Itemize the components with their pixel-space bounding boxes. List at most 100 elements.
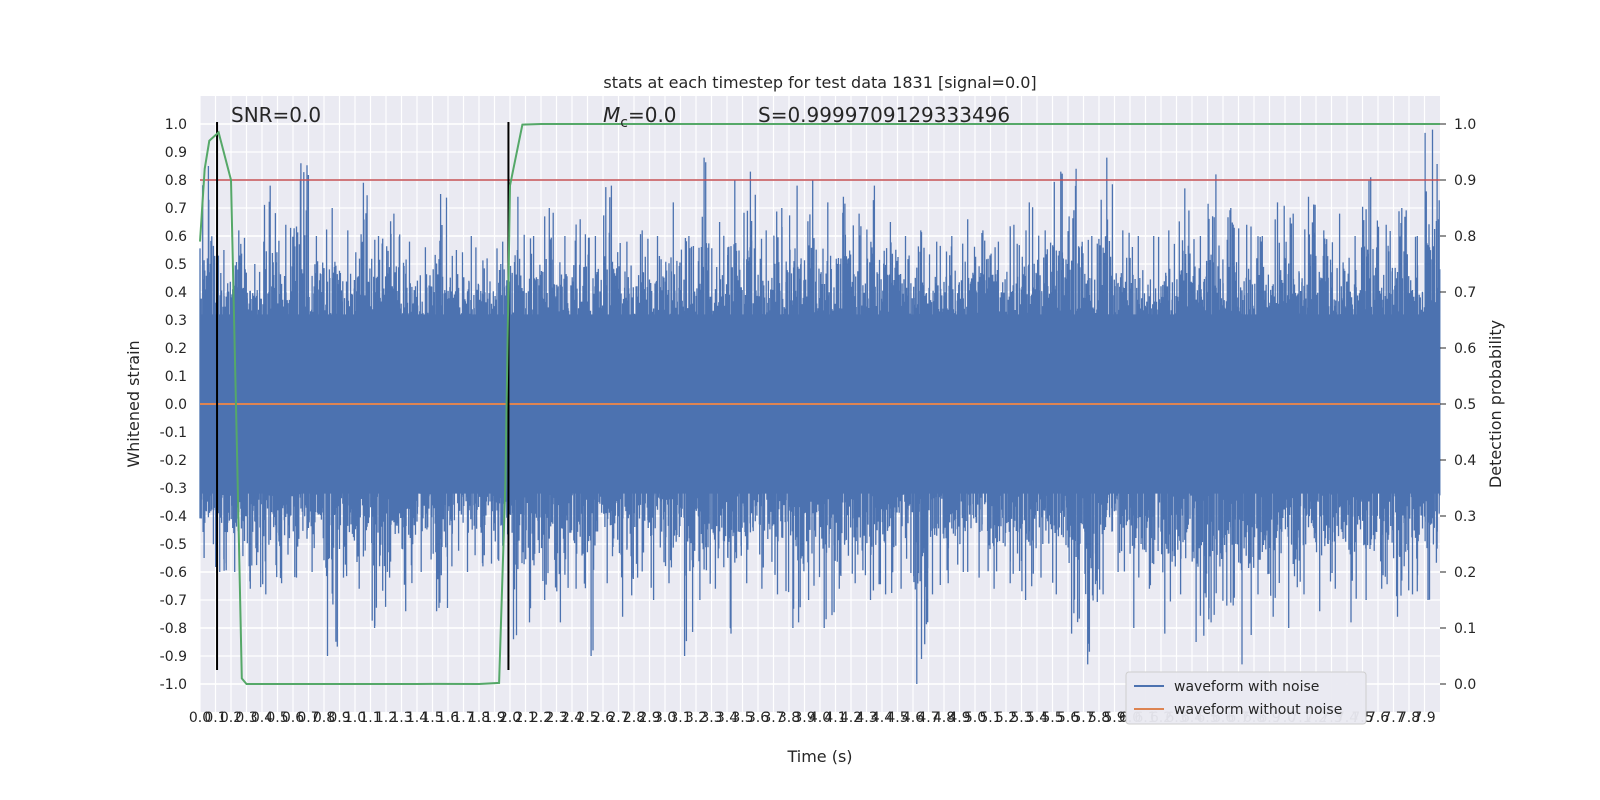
x-tick-label: 0.2	[220, 710, 242, 726]
x-tick-label: 3.2	[685, 710, 707, 726]
y-tick-label: -0.4	[160, 509, 187, 525]
x-tick-label: 4.8	[933, 710, 955, 726]
annotation-part: M	[603, 103, 620, 127]
y-tick-label: 0.7	[165, 201, 187, 217]
y-tick-label: 1.0	[165, 117, 187, 133]
annotation-text: Mc=0.0	[603, 103, 677, 131]
x-tick-label: 3.1	[669, 710, 691, 726]
x-tick-label: 3.8	[778, 710, 800, 726]
y-tick-label: 0.6	[165, 229, 187, 245]
legend-box	[1125, 671, 1367, 725]
legend: waveform with noise waveform without nois…	[1125, 671, 1367, 725]
x-tick-label: 2.1	[514, 710, 536, 726]
y-axis-ticks: 1.0 0.9 0.8 0.7 0.6 0.5 0.4 0.3 0.2 0.1 0.0 -0.1 -0.…	[160, 117, 187, 693]
x-tick-label: 7.7	[1382, 710, 1404, 726]
y2-tick-label: 0.6	[1454, 341, 1476, 357]
y2-axis-ticks: 1.0 0.9 0.8 0.7 0.6 0.5 0.4 0.3 0.2 0.1 0.0	[1440, 117, 1476, 693]
x-tick-label: 0.0	[189, 710, 211, 726]
y-tick-label: 0.4	[165, 285, 187, 301]
series-detection-probability	[199, 123, 1440, 686]
y2-tick-label: 0.2	[1454, 565, 1476, 581]
annotation-part: c	[620, 115, 628, 131]
x-tick-label: 2.9	[638, 710, 660, 726]
y-tick-label: -0.9	[160, 649, 187, 665]
x-tick-label: 2.4	[561, 710, 583, 726]
y-tick-label: -0.2	[160, 453, 187, 469]
annotations: SNR=0.0 Mc=0.0 S=0.9999709129333496	[231, 103, 1010, 131]
x-tick-label: 5.7	[1072, 710, 1094, 726]
x-tick-label: 3.7	[762, 710, 784, 726]
y2-tick-label: 1.0	[1454, 117, 1476, 133]
y-tick-label: -0.7	[160, 593, 187, 609]
x-tick-label: 4.6	[902, 710, 924, 726]
y-tick-label: 0.3	[165, 313, 187, 329]
y2-tick-label: 0.0	[1454, 677, 1476, 693]
x-tick-label: 5.6	[1057, 710, 1079, 726]
x-tick-label: 0.7	[297, 710, 319, 726]
x-tick-label: 1.0	[344, 710, 366, 726]
x-tick-label: 2.3	[545, 710, 567, 726]
x-tick-label: 7.9	[1413, 710, 1435, 726]
y2-tick-label: 0.9	[1454, 173, 1476, 189]
y2-tick-label: 0.3	[1454, 509, 1476, 525]
y-tick-label: 0.9	[165, 145, 187, 161]
x-tick-label: 0.3	[235, 710, 257, 726]
y-tick-label: 0.2	[165, 341, 187, 357]
x-tick-label: 1.5	[421, 710, 443, 726]
y-tick-label: 0.0	[165, 397, 187, 413]
y2-tick-label: 0.8	[1454, 229, 1476, 245]
y-tick-label: 0.1	[165, 369, 187, 385]
noise-trace	[199, 129, 1441, 684]
x-tick-label: 1.6	[437, 710, 459, 726]
x-tick-label: 4.0	[809, 710, 831, 726]
x-tick-label: 2.5	[576, 710, 598, 726]
x-tick-label: 0.9	[328, 710, 350, 726]
y-axis-label: Whitened strain	[124, 340, 143, 467]
x-tick-label: 0.5	[266, 710, 288, 726]
y-tick-label: -0.5	[160, 537, 187, 553]
annotation-part: =0.0	[628, 103, 677, 127]
y-tick-label: 0.5	[165, 257, 187, 273]
y2-tick-label: 0.5	[1454, 397, 1476, 413]
annotation-text: SNR=0.0	[231, 103, 321, 127]
x-tick-label: 1.9	[483, 710, 505, 726]
x-tick-label: 2.8	[623, 710, 645, 726]
x-tick-label: 1.8	[468, 710, 490, 726]
y-tick-label: -0.6	[160, 565, 187, 581]
x-tick-label: 5.2	[995, 710, 1017, 726]
x-tick-label: 3.9	[793, 710, 815, 726]
x-tick-label: 3.4	[716, 710, 738, 726]
annotation-part: SNR=0.0	[231, 103, 321, 127]
x-tick-label: 4.5	[886, 710, 908, 726]
legend-label: waveform with noise	[1174, 679, 1319, 695]
reference-lines	[200, 122, 1440, 670]
x-tick-label: 3.6	[747, 710, 769, 726]
y-tick-label: -0.3	[160, 481, 187, 497]
x-tick-label: 1.4	[406, 710, 428, 726]
x-tick-label: 5.1	[979, 710, 1001, 726]
x-tick-label: 5.3	[1010, 710, 1032, 726]
x-tick-label: 0.6	[282, 710, 304, 726]
x-tick-label: 2.7	[607, 710, 629, 726]
x-tick-label: 3.0	[654, 710, 676, 726]
x-tick-label: 5.8	[1088, 710, 1110, 726]
x-tick-label: 5.4	[1026, 710, 1048, 726]
y2-tick-label: 0.4	[1454, 453, 1476, 469]
x-tick-label: 1.3	[390, 710, 412, 726]
x-tick-label: 4.7	[917, 710, 939, 726]
x-tick-label: 0.4	[251, 710, 273, 726]
y-tick-label: -0.8	[160, 621, 187, 637]
x-tick-label: 2.6	[592, 710, 614, 726]
x-tick-label: 4.9	[948, 710, 970, 726]
x-tick-label: 7.6	[1367, 710, 1389, 726]
x-tick-label: 0.1	[204, 710, 226, 726]
x-tick-label: 4.1	[824, 710, 846, 726]
x-tick-label: 4.4	[871, 710, 893, 726]
chart-title: stats at each timestep for test data 183…	[603, 73, 1036, 92]
y-tick-label: -1.0	[160, 677, 187, 693]
x-tick-label: 7.8	[1398, 710, 1420, 726]
y-tick-label: -0.1	[160, 425, 187, 441]
probability-line	[199, 123, 1440, 686]
y-tick-label: 0.8	[165, 173, 187, 189]
